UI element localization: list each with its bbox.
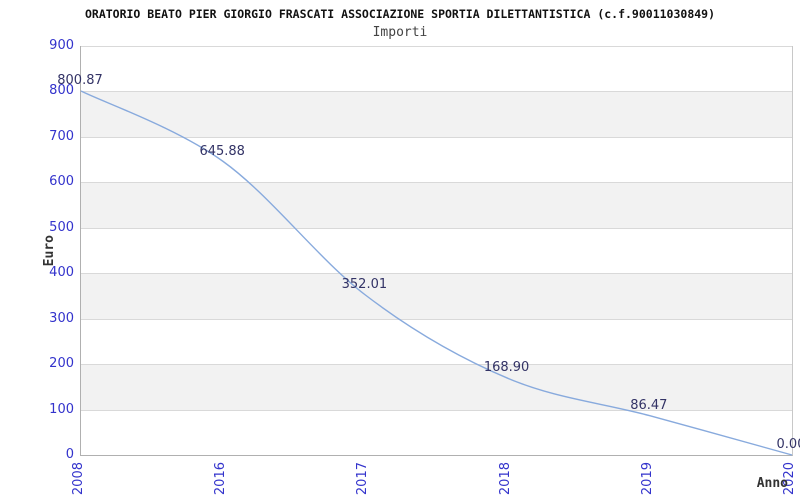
gridline (81, 46, 792, 47)
plot-area (80, 46, 793, 456)
plot-band (81, 46, 792, 92)
plot-band (81, 227, 792, 274)
gridline (81, 227, 792, 229)
data-label: 800.87 (57, 73, 103, 88)
chart-title: ORATORIO BEATO PIER GIORGIO FRASCATI ASS… (84, 7, 716, 21)
gridline (81, 182, 792, 184)
gridline (81, 136, 792, 138)
data-label: 86.47 (630, 397, 668, 413)
x-tick-label: 2018 (497, 462, 513, 496)
y-tick-label: 300 (49, 310, 74, 326)
x-tick-label: 2019 (639, 462, 655, 496)
data-label: 0.00 (776, 437, 800, 452)
plot-band (81, 409, 792, 456)
plot-band (81, 318, 792, 365)
gridline (81, 364, 792, 366)
gridline (81, 91, 792, 93)
y-tick-label: 500 (49, 219, 74, 235)
y-axis-title: Euro (42, 234, 57, 266)
gridline (81, 273, 792, 275)
series-line (80, 90, 793, 456)
plot-band (81, 136, 792, 183)
x-tick-label: 2016 (213, 462, 229, 496)
chart-subtitle: Importi (372, 25, 428, 40)
y-tick-label: 200 (49, 356, 74, 372)
x-tick-label: 2008 (71, 462, 86, 496)
plot-band (81, 273, 792, 319)
y-tick-label: 0 (65, 447, 74, 462)
plot-band (81, 182, 792, 228)
data-label: 168.90 (483, 360, 530, 376)
y-tick-label: 600 (49, 174, 74, 190)
y-tick-label: 900 (49, 38, 74, 53)
y-tick-label: 800 (49, 83, 74, 99)
gridline (81, 409, 792, 411)
x-axis-title: Anno (756, 476, 788, 491)
line-series (80, 90, 793, 456)
y-tick-label: 700 (49, 128, 74, 144)
plot-band (81, 91, 792, 137)
data-label: 645.88 (199, 143, 245, 159)
data-label: 352.01 (341, 277, 388, 292)
y-tick-label: 100 (49, 401, 74, 417)
gridline (81, 318, 792, 320)
x-tick-label: 2017 (355, 462, 371, 496)
plot-band (81, 364, 792, 410)
y-tick-label: 400 (49, 265, 74, 281)
